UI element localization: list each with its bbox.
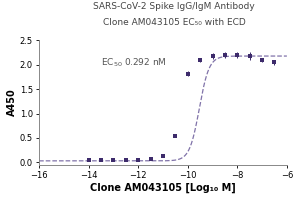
Text: SARS-CoV-2 Spike IgG/IgM Antibody: SARS-CoV-2 Spike IgG/IgM Antibody <box>93 2 255 11</box>
Y-axis label: A450: A450 <box>7 89 17 116</box>
Text: Clone AM043105 EC₅₀ with ECD: Clone AM043105 EC₅₀ with ECD <box>103 18 245 27</box>
X-axis label: Clone AM043105 [Log₁₀ M]: Clone AM043105 [Log₁₀ M] <box>90 183 236 193</box>
Text: EC$_{50}$ 0.292 nM: EC$_{50}$ 0.292 nM <box>101 56 167 69</box>
